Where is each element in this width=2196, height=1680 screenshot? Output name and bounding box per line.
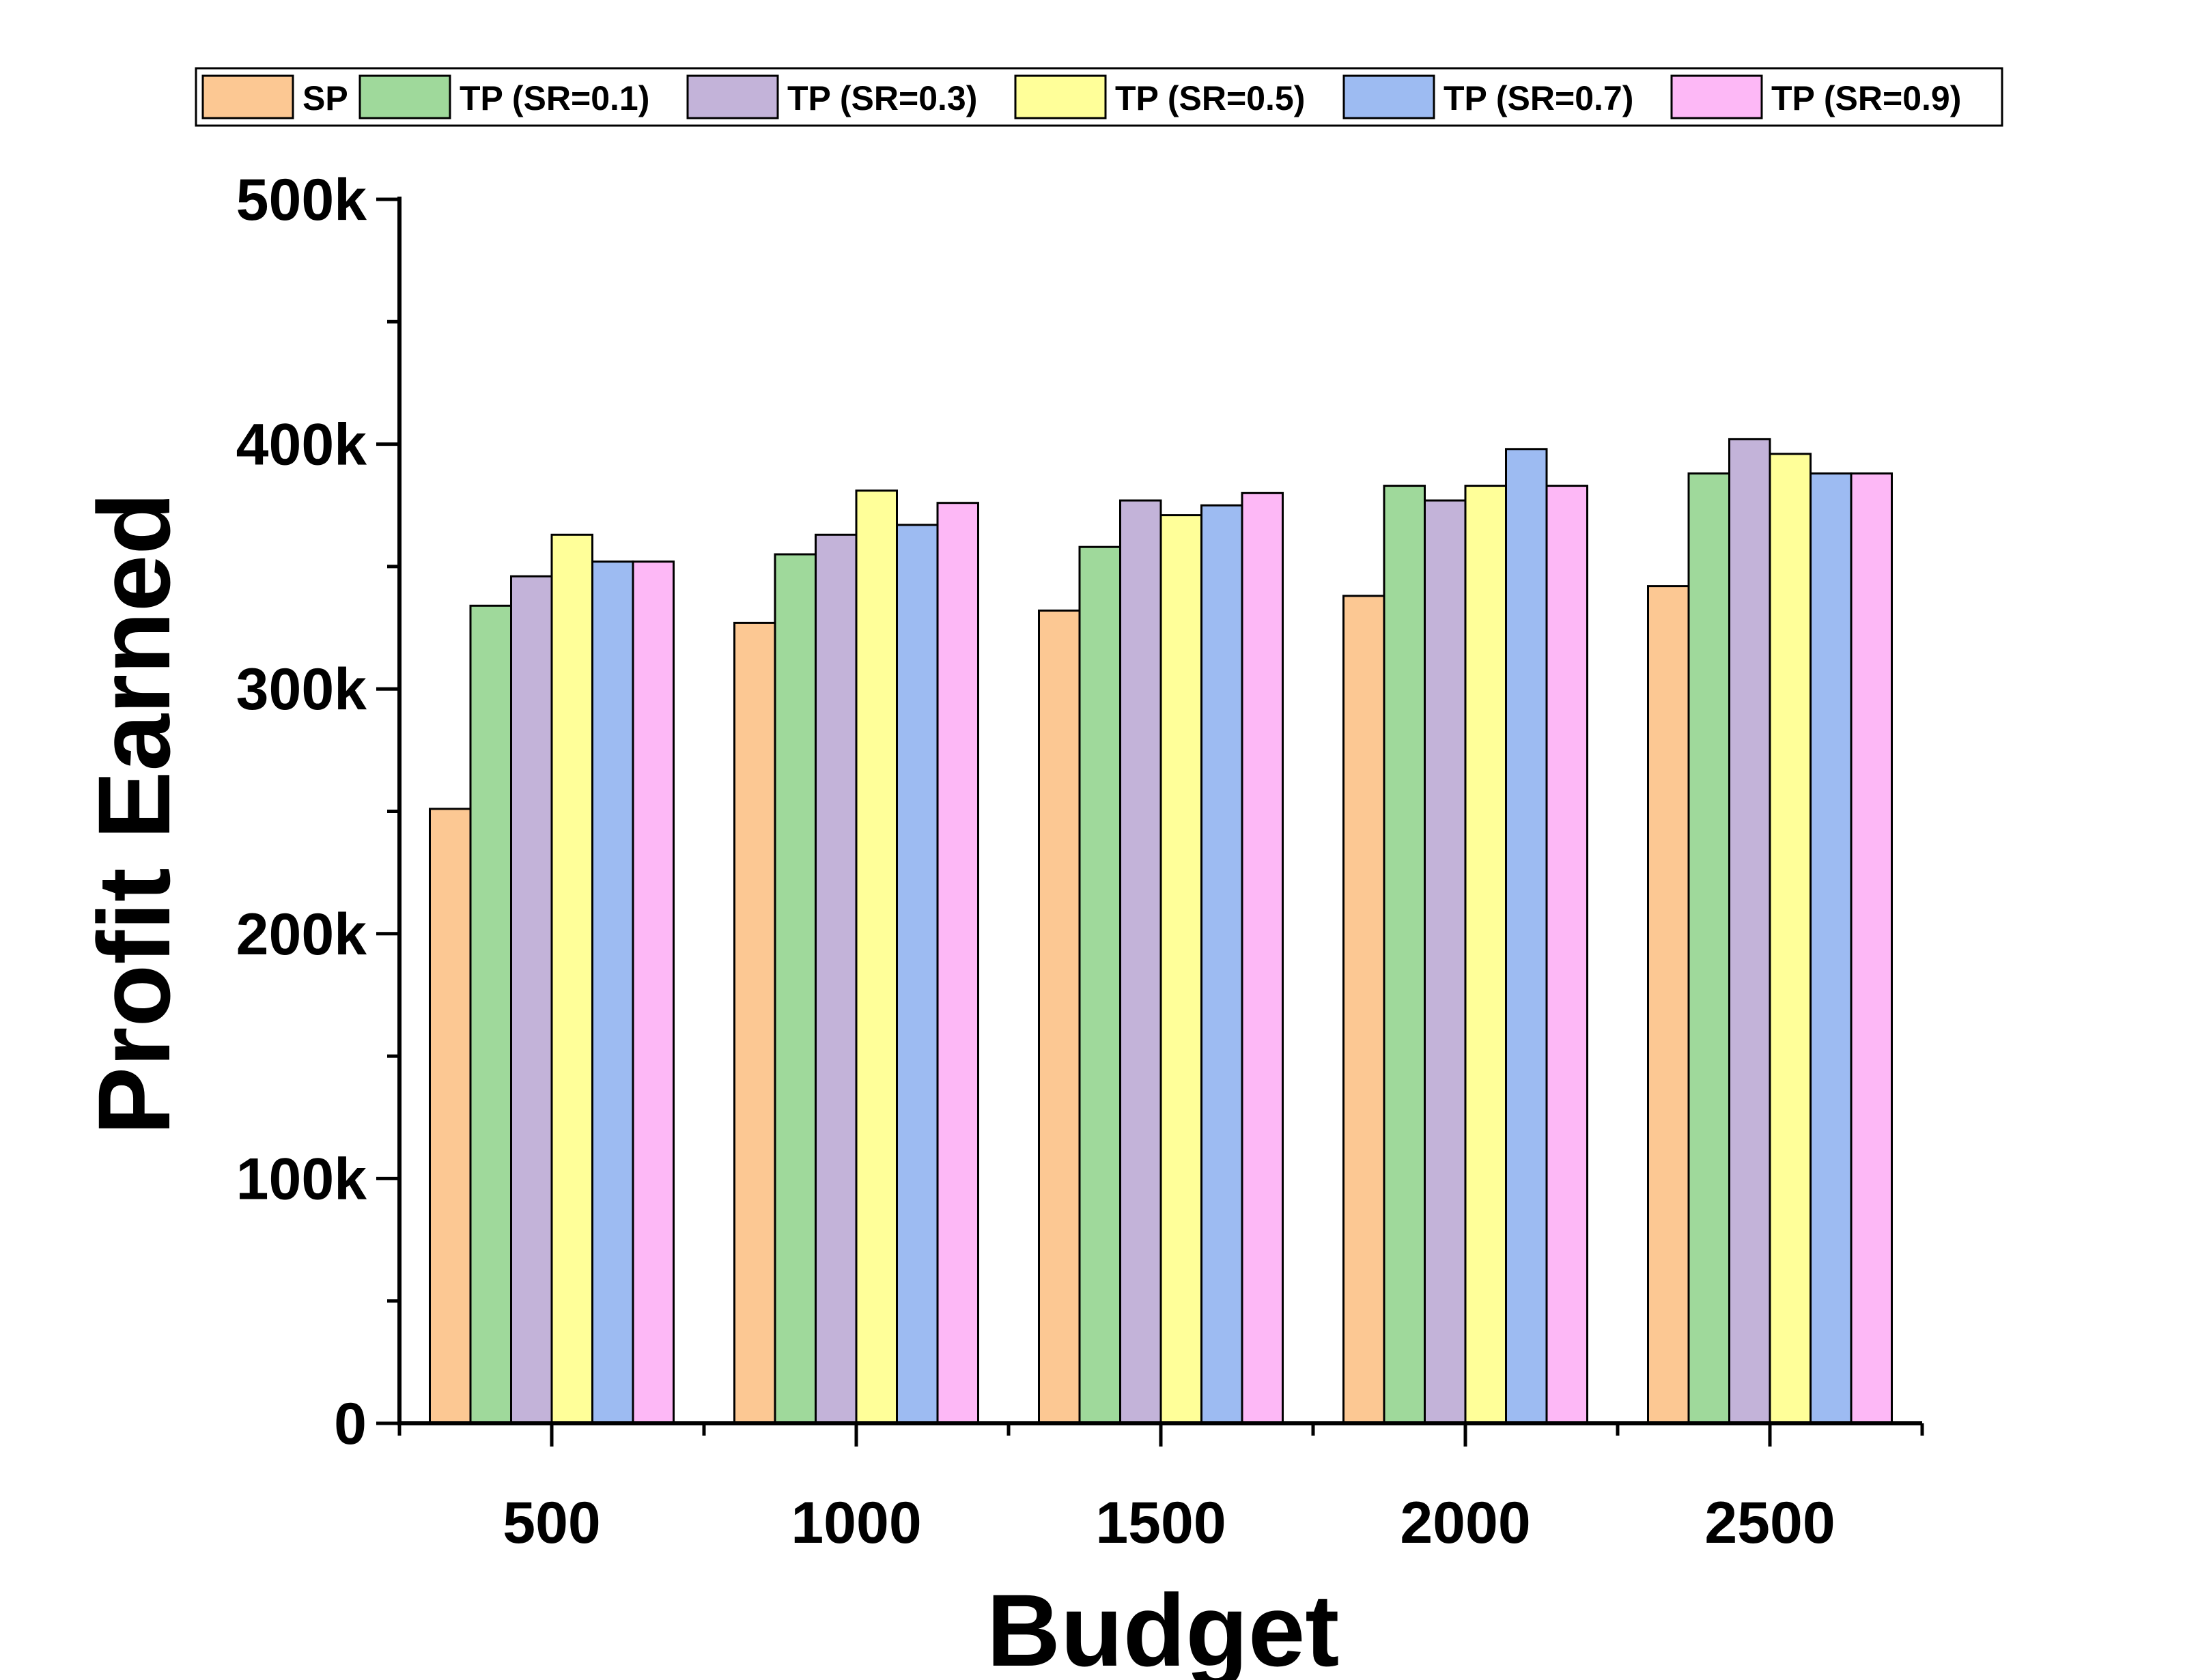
legend-swatch bbox=[1342, 74, 1435, 119]
y-tick-label: 200k bbox=[236, 902, 367, 967]
y-tick-label: 100k bbox=[236, 1146, 367, 1212]
bar bbox=[1383, 485, 1426, 1425]
bar bbox=[855, 489, 898, 1425]
legend-swatch bbox=[358, 74, 451, 119]
bar bbox=[1505, 448, 1548, 1425]
bar bbox=[591, 560, 634, 1425]
bar bbox=[550, 533, 593, 1425]
bar bbox=[469, 604, 512, 1425]
legend-swatch bbox=[1014, 74, 1107, 119]
bar bbox=[936, 502, 979, 1425]
y-tick-label: 500k bbox=[236, 167, 367, 233]
bar bbox=[1119, 499, 1162, 1425]
bar bbox=[1200, 504, 1243, 1425]
bar bbox=[1687, 472, 1730, 1425]
bar bbox=[1342, 595, 1385, 1425]
y-tick-label: 300k bbox=[236, 657, 367, 722]
bar bbox=[632, 560, 675, 1425]
bar bbox=[896, 524, 939, 1425]
legend-swatch bbox=[686, 74, 779, 119]
legend-label: SP bbox=[302, 79, 348, 117]
bar bbox=[1810, 472, 1853, 1425]
y-tick-label: 0 bbox=[334, 1391, 367, 1457]
x-tick-label: 1500 bbox=[1095, 1490, 1226, 1556]
legend-swatch bbox=[1670, 74, 1763, 119]
plot-area: 0 100k 200k 300k 400k 500k 500 1000 1500 2000 2500 bbox=[236, 167, 1924, 1556]
bar bbox=[1038, 609, 1081, 1425]
bar bbox=[1464, 485, 1507, 1425]
bar bbox=[1647, 585, 1690, 1425]
bar bbox=[1078, 545, 1121, 1425]
x-tick-label: 2000 bbox=[1400, 1490, 1530, 1556]
bar bbox=[1545, 485, 1588, 1425]
x-tick-label: 1000 bbox=[791, 1490, 921, 1556]
bar bbox=[1241, 492, 1284, 1425]
legend-label: TP (SR=0.1) bbox=[460, 79, 649, 117]
bar bbox=[1424, 499, 1467, 1425]
x-axis-title: Budget bbox=[987, 1573, 1340, 1680]
legend-swatch bbox=[201, 74, 294, 119]
x-tick-label: 2500 bbox=[1704, 1490, 1835, 1556]
bar bbox=[1728, 438, 1771, 1425]
legend-label: TP (SR=0.3) bbox=[787, 79, 977, 117]
legend: SP TP (SR=0.1) TP (SR=0.3) TP (SR=0.5) TP (S… bbox=[195, 67, 2003, 127]
bar bbox=[1159, 514, 1202, 1425]
y-tick-label: 400k bbox=[236, 412, 367, 478]
bar bbox=[1850, 472, 1893, 1425]
y-axis-title: Profit Earned bbox=[76, 492, 191, 1135]
legend-label: TP (SR=0.5) bbox=[1115, 79, 1305, 117]
bar bbox=[429, 808, 472, 1425]
x-tick-label: 500 bbox=[503, 1490, 601, 1556]
bar bbox=[1769, 453, 1812, 1425]
legend-label: TP (SR=0.9) bbox=[1771, 79, 1961, 117]
bar bbox=[774, 553, 817, 1425]
bar bbox=[733, 621, 776, 1425]
legend-label: TP (SR=0.7) bbox=[1444, 79, 1633, 117]
bar bbox=[510, 575, 553, 1425]
bar bbox=[815, 533, 858, 1425]
